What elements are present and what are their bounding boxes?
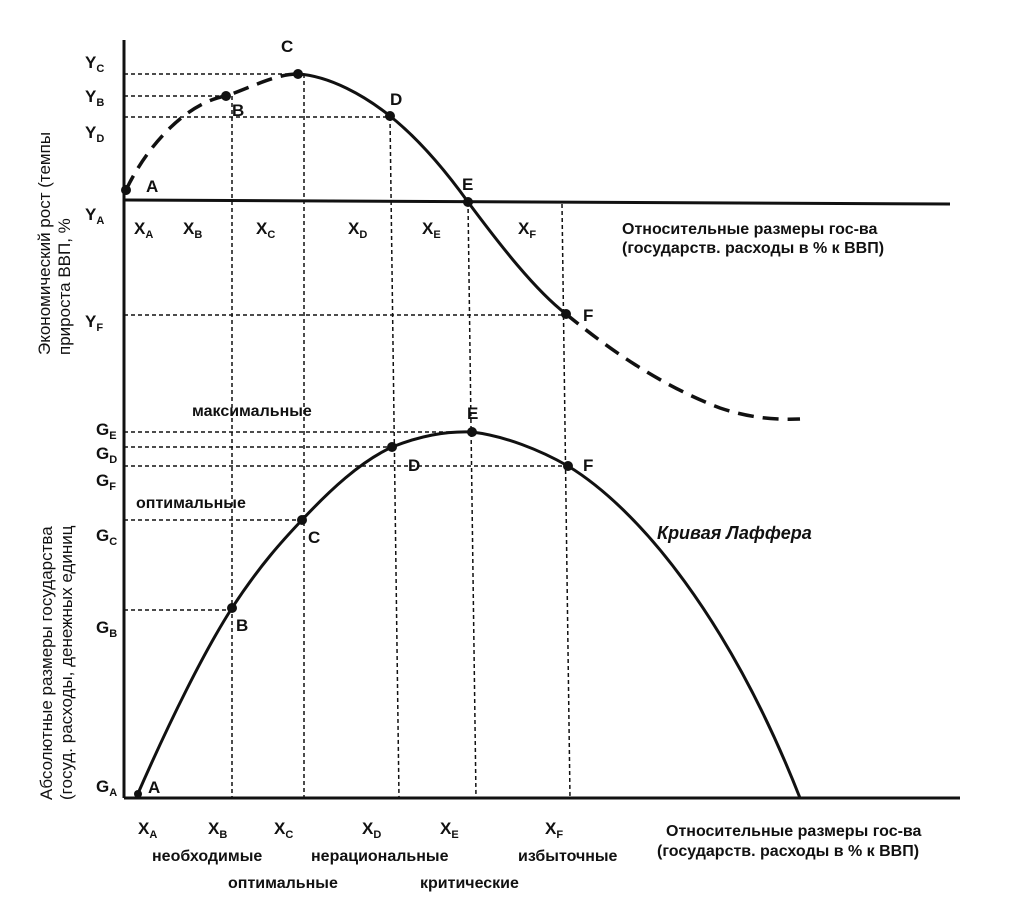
- vertical-guides: [231, 74, 571, 799]
- top-point-label-c: C: [281, 37, 293, 56]
- top-point-c: [293, 69, 303, 79]
- bottom-point-label-d: D: [408, 456, 420, 475]
- bottom-y-axis-title-line1: Абсолютные размеры государства: [37, 526, 56, 800]
- top-x-axis-title-line1: Относительные размеры гос-ва: [622, 221, 878, 238]
- bottom-xtick-xf: XF: [545, 819, 563, 841]
- top-x-axis: [123, 198, 951, 206]
- bottom-y-axis-title-line2: (госуд. расходы, денежных единиц: [57, 525, 76, 800]
- top-point-label-d: D: [390, 90, 402, 109]
- top-chart: A B C D E F YC YB YD YA YF XA XB XC XD X…: [35, 37, 951, 798]
- bottom-point-label-c: C: [308, 528, 320, 547]
- top-curve-tail-dashed: [564, 312, 801, 421]
- bottom-x-axis-title-line1: Относительные размеры гос-ва: [666, 823, 922, 840]
- bottom-ytick-gf: GF: [96, 471, 116, 493]
- laffer-curve: [134, 430, 802, 799]
- label-maximal: максимальные: [192, 403, 312, 420]
- bottom-xtick-xa: XA: [138, 819, 157, 841]
- top-x-axis-title-line2: (государств. расходы в % к ВВП): [622, 240, 884, 257]
- top-ytick-ya: YA: [85, 205, 104, 227]
- bottom-point-d: [387, 442, 397, 452]
- label-optimal-y: оптимальные: [136, 495, 246, 512]
- zone-necessary: необходимые: [152, 848, 262, 865]
- top-xtick-xc: XC: [256, 219, 275, 241]
- bottom-ytick-gb: GB: [96, 618, 117, 640]
- top-ytick-yf: YF: [85, 312, 103, 334]
- guide-xe: [467, 201, 477, 799]
- bottom-point-f: [563, 461, 573, 471]
- bottom-point-e: [467, 427, 477, 437]
- top-y-axis-title-line2: прироста ВВП, %: [55, 218, 74, 355]
- top-point-label-a: A: [146, 177, 158, 196]
- top-ytick-yb: YB: [85, 87, 104, 109]
- bottom-point-label-e: E: [467, 404, 478, 423]
- bottom-point-label-a: A: [148, 778, 160, 797]
- zone-excessive: избыточные: [518, 848, 618, 865]
- top-xtick-xa: XA: [134, 219, 153, 241]
- zone-optimal: оптимальные: [228, 875, 338, 892]
- guide-xd: [389, 116, 400, 799]
- top-xtick-xd: XD: [348, 219, 367, 241]
- top-curve-rising-dashed: [124, 72, 299, 191]
- bottom-xtick-xe: XE: [440, 819, 459, 841]
- guide-xf: [561, 203, 571, 799]
- bottom-point-b: [227, 603, 237, 613]
- top-xtick-xe: XE: [422, 219, 441, 241]
- zone-irrational: нерациональные: [311, 848, 449, 865]
- top-point-b: [221, 91, 231, 101]
- top-point-label-f: F: [583, 306, 593, 325]
- bottom-xtick-xd: XD: [362, 819, 381, 841]
- top-xtick-xb: XB: [183, 219, 202, 241]
- top-point-a: [121, 185, 131, 195]
- top-point-label-e: E: [462, 175, 473, 194]
- top-xtick-xf: XF: [518, 219, 536, 241]
- bottom-ytick-gd: GD: [96, 444, 117, 466]
- bottom-point-label-b: B: [236, 616, 248, 635]
- top-point-label-b: B: [232, 101, 244, 120]
- laffer-curve-title: Кривая Лаффера: [657, 523, 812, 543]
- bottom-chart: A B C D E F максимальные оптимальные Кри…: [37, 403, 960, 892]
- zone-critical: критические: [420, 875, 519, 892]
- bottom-ytick-ga: GA: [96, 777, 117, 799]
- bottom-ytick-gc: GC: [96, 526, 117, 548]
- bottom-point-a: [134, 790, 142, 798]
- bottom-point-label-f: F: [583, 456, 593, 475]
- bottom-x-axis-title-line2: (государств. расходы в % к ВВП): [657, 843, 919, 860]
- top-ytick-yc: YC: [85, 53, 104, 75]
- top-curve-solid: [297, 72, 567, 316]
- bottom-point-c: [297, 515, 307, 525]
- top-point-d: [385, 111, 395, 121]
- top-point-f: [561, 309, 571, 319]
- top-y-axis-title-line1: Экономический рост (темпы: [35, 132, 54, 355]
- bottom-xtick-xb: XB: [208, 819, 227, 841]
- bottom-xtick-xc: XC: [274, 819, 293, 841]
- bottom-ytick-ge: GE: [96, 420, 117, 442]
- top-ytick-yd: YD: [85, 123, 104, 145]
